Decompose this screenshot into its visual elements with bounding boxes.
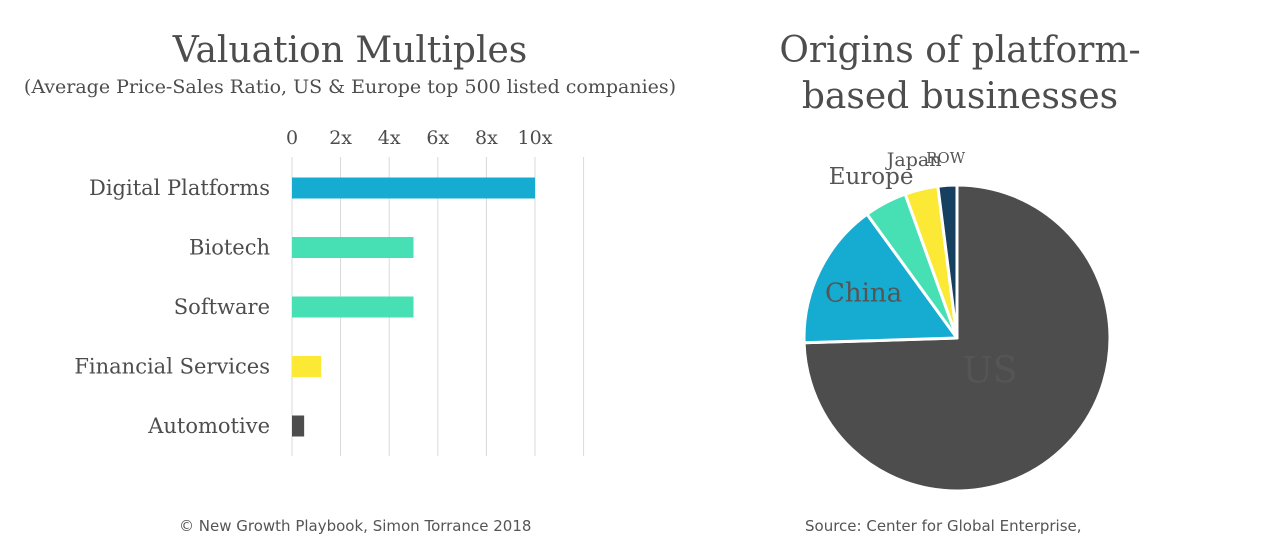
pie-title-line-1: Origins of platform- bbox=[779, 30, 1141, 71]
pie-slice bbox=[936, 183, 959, 340]
pie-title-line-2: based businesses bbox=[801, 76, 1119, 117]
bar bbox=[292, 415, 305, 437]
x-tick-label: 4x bbox=[378, 127, 401, 149]
category-label: Digital Platforms bbox=[89, 176, 270, 200]
category-label: Software bbox=[174, 295, 270, 319]
pie-slice-label: ROW bbox=[926, 149, 966, 167]
pie-slice-label: US bbox=[962, 351, 1017, 392]
x-tick-label: 10x bbox=[518, 127, 553, 149]
pie-slice-label: Japan bbox=[885, 149, 942, 171]
bar-chart-subtitle: (Average Price-Sales Ratio, US & Europe … bbox=[23, 76, 677, 98]
footer-source: Source: Center for Global Enterprise, bbox=[805, 517, 1082, 535]
pie-slice-label: Europe bbox=[829, 164, 914, 190]
pie-slice bbox=[802, 212, 959, 345]
x-tick-label: 8x bbox=[475, 127, 498, 149]
bar bbox=[292, 296, 414, 318]
pie-slice bbox=[802, 183, 1112, 493]
bar-chart-title: Valuation Multiples bbox=[172, 30, 528, 71]
bar bbox=[292, 237, 414, 258]
bar bbox=[292, 177, 535, 199]
category-label: Automotive bbox=[147, 414, 270, 438]
x-tick-label: 0 bbox=[286, 127, 298, 149]
x-tick-label: 2x bbox=[329, 127, 352, 149]
x-tick-label: 6x bbox=[426, 127, 449, 149]
bar bbox=[292, 356, 322, 377]
footer-copyright: © New Growth Playbook, Simon Torrance 20… bbox=[179, 517, 532, 535]
category-label: Biotech bbox=[189, 236, 270, 260]
pie-chart-title: Origins of platform- based businesses bbox=[760, 28, 1160, 120]
category-label: Financial Services bbox=[74, 355, 270, 379]
pie-slice-label: China bbox=[825, 278, 902, 308]
